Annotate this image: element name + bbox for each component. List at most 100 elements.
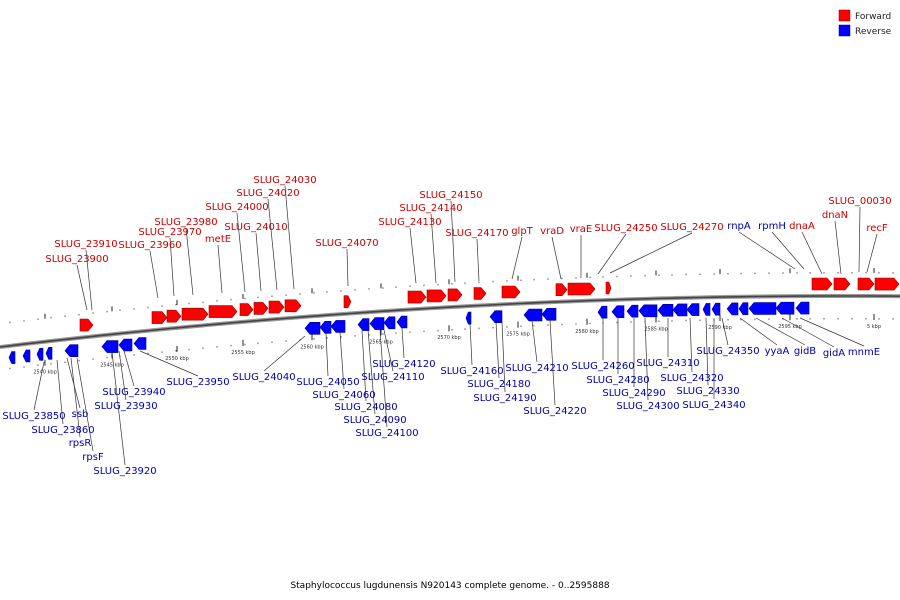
gene-label-slug-24150: SLUG_24150 <box>419 190 482 201</box>
forward-gene-arrow <box>79 318 94 332</box>
forward-gene-arrow <box>833 277 851 291</box>
forward-gene-arrow <box>501 285 521 299</box>
leader-slug-23980 <box>185 227 194 296</box>
reverse-gene-arrow <box>45 346 53 360</box>
gene-label-glpt: glpT <box>511 226 533 237</box>
reverse-gene-arrow <box>775 301 795 315</box>
leader-slug-24100 <box>379 329 388 428</box>
leader-slug-24330 <box>705 317 709 386</box>
tick-label: 2580 kbp <box>575 329 599 335</box>
gene-label-slug-24040: SLUG_24040 <box>232 372 295 383</box>
label-leader-lines <box>33 185 878 466</box>
gene-label-slug-23900: SLUG_23900 <box>45 254 108 265</box>
leader-slug-00030 <box>858 206 861 273</box>
gene-label-slug-24120: SLUG_24120 <box>372 359 435 370</box>
forward-gene-arrow <box>284 299 302 313</box>
leader-mete <box>217 244 223 294</box>
reverse-gene-arrow <box>638 304 658 318</box>
leader-slug-24130 <box>409 227 417 284</box>
leader-slug-23970 <box>169 237 175 297</box>
gene-label-rnpa: rnpA <box>727 221 751 232</box>
reverse-gene-arrow <box>133 337 147 350</box>
tick-label: 2585 kbp <box>644 327 668 333</box>
forward-gene-arrow <box>447 288 463 302</box>
leader-slug-24300 <box>644 317 649 401</box>
leader-slug-24190 <box>501 321 506 393</box>
reverse-gene-arrow <box>22 349 31 363</box>
gene-label-slug-23860: SLUG_23860 <box>31 425 94 436</box>
forward-gene-arrow <box>166 309 182 323</box>
reverse-gene-arrow <box>748 302 777 315</box>
leader-slug-24000 <box>236 212 246 293</box>
gene-arrows <box>8 277 900 364</box>
gene-label-ssb: ssb <box>72 409 89 420</box>
reverse-gene-arrow <box>118 338 133 352</box>
reverse-gene-arrow <box>304 321 321 335</box>
gene-label-vrad: vraD <box>540 226 564 237</box>
legend: Forward Reverse <box>838 9 892 37</box>
forward-gene-arrow <box>555 283 568 297</box>
tick-marks: 2540 kbp 2545 kbp 2550 kbp 2555 kbp 2560 kbp… <box>9 268 894 376</box>
gene-label-rpmh: rpmH <box>758 221 786 232</box>
gene-label-slug-24160: SLUG_24160 <box>440 366 503 377</box>
leader-slug-24030 <box>284 185 295 290</box>
gene-label-slug-24070: SLUG_24070 <box>315 238 378 249</box>
legend-forward-label: Forward <box>855 12 891 22</box>
leader-mnme <box>799 317 865 347</box>
reverse-gene-arrow <box>611 305 625 319</box>
leader-slug-23930 <box>118 350 127 401</box>
gene-label-slug-24210: SLUG_24210 <box>505 363 568 374</box>
reverse-gene-arrow <box>626 304 639 318</box>
reverse-gene-arrow <box>489 310 503 324</box>
leader-gidb <box>755 317 806 346</box>
forward-gene-arrow <box>208 305 238 318</box>
leader-slug-24010 <box>255 232 262 292</box>
tick-label: 5 kbp <box>867 324 881 330</box>
forward-gene-arrow <box>239 303 254 316</box>
leader-rpsf <box>76 357 94 452</box>
gene-label-slug-23970: SLUG_23970 <box>138 227 201 238</box>
leader-slug-24040 <box>263 335 306 372</box>
gene-label-dnan: dnaN <box>822 210 848 221</box>
gene-label-slug-23980: SLUG_23980 <box>154 217 217 228</box>
leader-slug-24070 <box>346 248 349 287</box>
gene-label-slug-24110: SLUG_24110 <box>361 372 424 383</box>
gene-label-slug-24320: SLUG_24320 <box>660 373 723 384</box>
reverse-gene-arrow <box>726 302 739 316</box>
gene-label-yyaa: yyaA <box>765 346 790 357</box>
leader-slug-24110 <box>383 329 394 372</box>
leader-slug-23960 <box>149 250 159 299</box>
gene-label-mnme: mnmE <box>848 347 880 358</box>
reverse-gene-arrow <box>396 315 408 329</box>
reverse-gene-arrow <box>541 307 557 321</box>
gene-label-gida: gidA <box>823 348 845 359</box>
forward-gene-arrow <box>857 277 875 291</box>
gene-label-slug-24260: SLUG_24260 <box>571 361 634 372</box>
gene-label-recf: recF <box>866 223 888 234</box>
leader-slug-23850 <box>33 361 45 411</box>
reverse-gene-arrow <box>36 347 44 361</box>
leader-slug-24210 <box>531 320 538 363</box>
forward-gene-arrow <box>343 295 352 309</box>
reverse-gene-arrow <box>465 311 472 325</box>
reverse-gene-arrow <box>330 320 346 333</box>
gene-label-slug-24140: SLUG_24140 <box>399 203 462 214</box>
map-caption: Staphylococcus lugdunensis N920143 compl… <box>290 581 609 591</box>
reverse-gene-arrow <box>64 344 79 358</box>
gene-label-slug-24340: SLUG_24340 <box>682 400 745 411</box>
reverse-gene-arrow <box>383 316 396 330</box>
forward-gene-arrow <box>181 307 209 321</box>
leader-slug-24140 <box>430 213 437 284</box>
gene-label-rpsr: rpsR <box>69 438 92 449</box>
gene-label-slug-23930: SLUG_23930 <box>94 401 157 412</box>
forward-gene-arrow <box>253 302 269 315</box>
gene-label-slug-23940: SLUG_23940 <box>102 387 165 398</box>
leader-rpsr <box>70 357 81 438</box>
gene-label-rpsf: rpsF <box>82 452 104 463</box>
leader-vrad <box>551 236 562 280</box>
gene-label-slug-24190: SLUG_24190 <box>473 393 536 404</box>
reverse-gene-arrow <box>672 303 688 317</box>
leader-recf <box>866 233 878 273</box>
forward-gene-arrow <box>151 311 168 324</box>
tick-label: 2575 kbp <box>506 332 530 338</box>
